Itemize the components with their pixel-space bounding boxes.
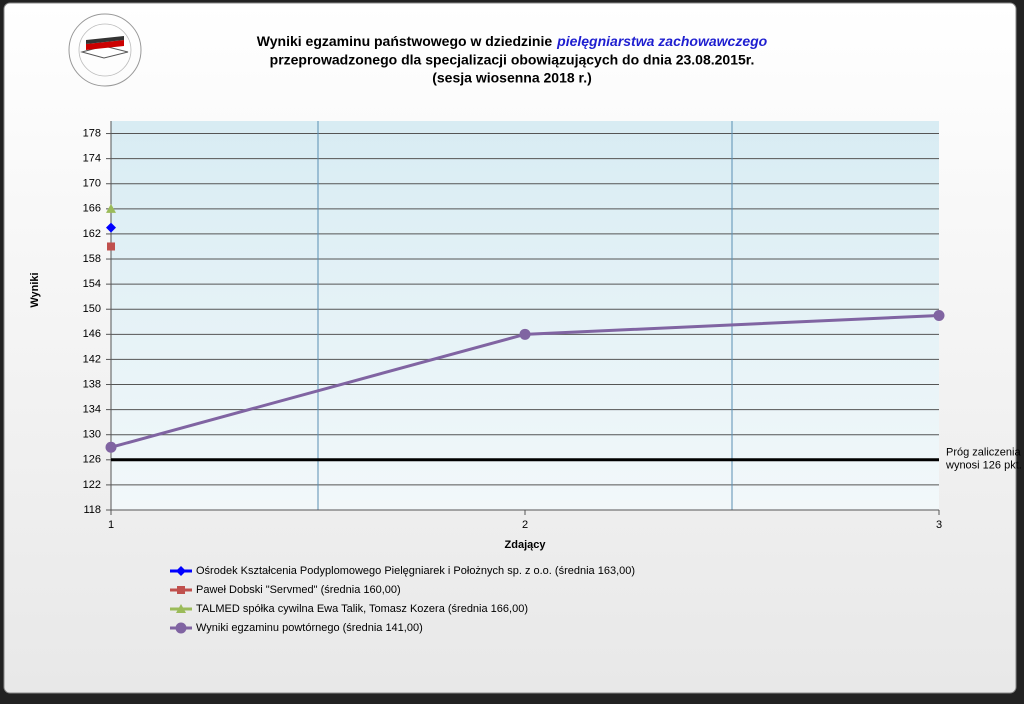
logo [68, 13, 142, 87]
x-tick-label: 1 [108, 519, 114, 531]
chart-subtitle: przeprowadzonego dla specjalizacji obowi… [270, 52, 755, 68]
y-tick-label: 150 [83, 303, 101, 315]
data-point [107, 242, 115, 251]
y-tick-label: 166 [83, 203, 101, 215]
y-tick-label: 130 [83, 429, 101, 441]
threshold-label: wynosi 126 pkt. [945, 460, 1022, 472]
y-tick-label: 118 [83, 504, 101, 516]
legend-marker [175, 622, 187, 634]
y-tick-label: 158 [83, 253, 101, 265]
legend-label: Paweł Dobski "Servmed" (średnia 160,00) [196, 584, 401, 596]
y-tick-label: 142 [83, 353, 101, 365]
x-axis-label: Zdający [505, 539, 547, 551]
legend-marker [176, 566, 186, 576]
data-point [106, 203, 116, 213]
title-text: Wyniki egzaminu państwowego w dziedzinie [257, 33, 553, 49]
x-tick-label: 3 [936, 519, 942, 531]
chart-subtitle: (sesja wiosenna 2018 r.) [432, 70, 592, 86]
y-tick-label: 138 [83, 378, 101, 390]
legend-marker [176, 604, 186, 613]
threshold-label: Próg zaliczenia [946, 447, 1021, 459]
y-tick-label: 134 [83, 404, 101, 416]
y-axis-label: Wyniki [29, 272, 41, 307]
legend-label: Wyniki egzaminu powtórnego (średnia 141,… [196, 622, 423, 634]
data-point [106, 222, 116, 233]
y-tick-label: 170 [83, 178, 101, 190]
plot-area [111, 121, 939, 510]
legend-label: TALMED spółka cywilna Ewa Talik, Tomasz … [196, 603, 528, 615]
data-point [105, 441, 117, 453]
chart-title: Wyniki egzaminu państwowego w dziedzinie… [257, 33, 768, 49]
y-tick-label: 126 [83, 454, 101, 466]
data-point [933, 310, 945, 321]
legend-label: Ośrodek Kształcenia Podyplomowego Pielęg… [196, 565, 635, 577]
y-tick-label: 162 [83, 228, 101, 240]
y-tick-label: 178 [83, 127, 101, 139]
y-tick-label: 146 [83, 328, 101, 340]
data-point [519, 328, 531, 340]
x-tick-label: 2 [522, 519, 528, 531]
y-tick-label: 122 [83, 479, 101, 491]
y-tick-label: 174 [83, 153, 101, 165]
title-highlight: pielęgniarstwa zachowawczego [556, 33, 768, 49]
y-tick-label: 154 [83, 278, 101, 290]
legend-marker [177, 586, 185, 594]
